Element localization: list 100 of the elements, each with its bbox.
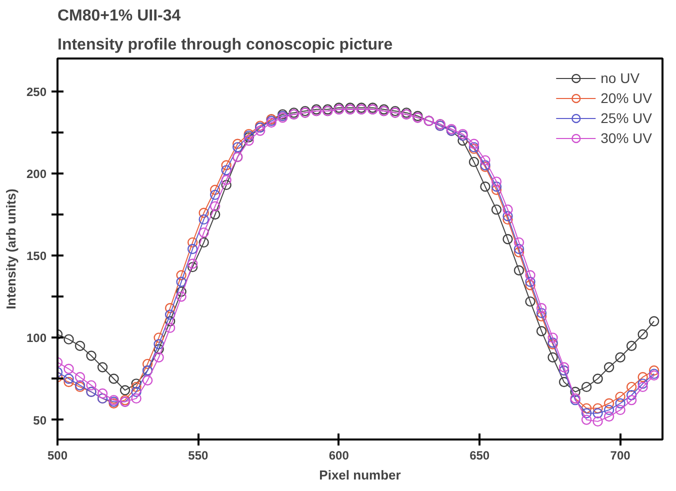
point (255, 126, 266, 136)
point (154, 344, 164, 354)
x-tick-label: 700 (610, 448, 631, 462)
point (536, 326, 547, 336)
point (86, 350, 96, 361)
point (558, 362, 570, 372)
legend-label: no UV (600, 70, 640, 86)
point (581, 414, 592, 425)
chart-title: CM80+1% UII-34 (58, 8, 181, 24)
point (638, 382, 648, 392)
y-tick-label: 50 (33, 413, 47, 428)
point (210, 184, 220, 195)
chart-subtitle: Intensity profile through conoscopic picture (58, 36, 393, 54)
x-tick-label: 550 (188, 448, 209, 462)
point (581, 408, 592, 418)
point (558, 376, 570, 388)
point (210, 190, 220, 200)
point (502, 234, 513, 244)
y-tick-label: 150 (26, 249, 47, 264)
point (154, 332, 164, 343)
point (525, 270, 536, 280)
x-tick-label: 500 (47, 448, 68, 462)
point (592, 408, 603, 418)
point (514, 265, 524, 276)
point (164, 303, 176, 314)
point (108, 374, 119, 384)
point (615, 352, 626, 362)
point (164, 316, 176, 326)
point (604, 404, 614, 416)
point (164, 310, 176, 320)
point (97, 362, 108, 372)
point (491, 182, 502, 192)
point (131, 382, 142, 392)
point (536, 303, 547, 314)
point (86, 380, 96, 390)
point (164, 322, 176, 333)
point (581, 382, 592, 392)
point (221, 160, 232, 170)
point (221, 165, 232, 176)
point (514, 244, 524, 254)
point (198, 227, 209, 238)
point (491, 184, 502, 195)
point (581, 403, 592, 414)
point (480, 182, 490, 192)
legend-label: 25% UV (600, 110, 652, 126)
point (64, 374, 74, 384)
point (142, 375, 153, 386)
point (468, 156, 480, 168)
legend-label: 20% UV (600, 90, 652, 106)
point (525, 296, 536, 307)
point (536, 308, 547, 318)
point (154, 339, 164, 350)
point (187, 244, 198, 254)
point (221, 174, 232, 186)
point (491, 204, 502, 215)
point (131, 378, 142, 389)
point (592, 403, 603, 414)
point (232, 142, 243, 152)
point (198, 237, 209, 248)
point (480, 155, 490, 166)
point (458, 136, 468, 146)
y-tick-label: 250 (26, 84, 47, 99)
point (176, 270, 186, 280)
point (187, 258, 198, 269)
point (176, 276, 186, 287)
point (548, 352, 558, 362)
point (638, 372, 648, 382)
point (626, 394, 637, 406)
point (615, 398, 626, 408)
point (626, 390, 637, 400)
point (536, 311, 547, 322)
point (198, 214, 209, 225)
point (64, 364, 74, 374)
point (626, 340, 637, 351)
y-tick-label: 200 (26, 166, 47, 181)
point (232, 138, 243, 149)
point (491, 176, 502, 187)
point (604, 362, 614, 372)
point (604, 398, 614, 408)
point (120, 385, 130, 396)
point (626, 382, 637, 392)
point (615, 392, 626, 402)
point (154, 352, 164, 362)
point (187, 237, 198, 248)
point (176, 292, 186, 302)
y-axis-title: Intensity (arb units) (3, 188, 18, 310)
point (592, 374, 603, 384)
point (604, 411, 614, 422)
point (525, 276, 536, 287)
legend-label: 30% UV (600, 130, 652, 146)
point (648, 365, 660, 376)
y-tick-label: 100 (26, 331, 47, 346)
point (514, 237, 524, 248)
point (221, 180, 232, 190)
point (210, 209, 220, 220)
point (638, 378, 648, 389)
point (592, 416, 603, 427)
point (187, 262, 198, 272)
x-axis-title: Pixel number (319, 468, 401, 482)
point (615, 404, 626, 416)
